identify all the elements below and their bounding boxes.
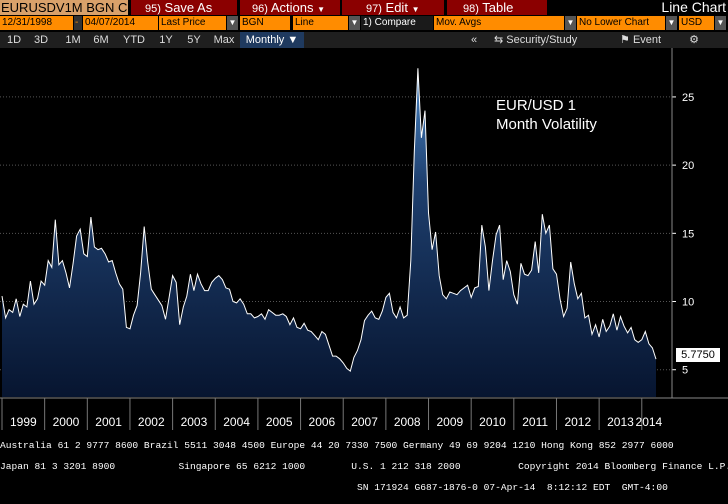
security-ticker-field[interactable]: EURUSDV1M BGN C [0, 0, 128, 15]
x-tick-label: 2014 [636, 415, 663, 429]
chevron-down-icon: ▼ [317, 5, 325, 14]
table-number: 98) [463, 3, 479, 15]
chart-type-title: Line Chart [661, 0, 726, 15]
table-button[interactable]: 98) Table [447, 0, 547, 15]
event-button[interactable]: ⚑ Event [620, 32, 680, 48]
save-as-number: 95) [145, 3, 161, 15]
compare-button[interactable]: 1) Compare [361, 16, 433, 30]
chevron-down-icon[interactable]: ▼ [666, 16, 677, 30]
range-max[interactable]: Max [213, 34, 235, 46]
flag-icon: ⚑ [620, 34, 630, 46]
currency-select[interactable]: USD [679, 16, 714, 30]
y-tick-label: 5 [682, 365, 688, 377]
x-tick-label: 2008 [394, 415, 421, 429]
save-as-button[interactable]: 95) Save As [131, 0, 237, 15]
end-date-field[interactable]: 04/07/2014 [83, 16, 158, 30]
x-tick-label: 2006 [309, 415, 336, 429]
x-tick-label: 2010 [479, 415, 506, 429]
x-tick-label: 2000 [53, 415, 80, 429]
x-tick-label: 1999 [10, 415, 37, 429]
chevron-down-icon[interactable]: ▼ [227, 16, 238, 30]
actions-number: 96) [252, 3, 268, 15]
source-field[interactable]: BGN [240, 16, 290, 30]
x-tick-label: 2002 [138, 415, 165, 429]
period-select[interactable]: Monthly ▼ [240, 32, 304, 48]
actions-button[interactable]: 96) Actions ▼ [240, 0, 340, 15]
chevron-down-icon[interactable]: ▼ [715, 16, 726, 30]
y-tick-label: 15 [682, 228, 694, 240]
moving-averages-select[interactable]: Mov. Avgs [434, 16, 564, 30]
x-tick-label: 2003 [181, 415, 208, 429]
x-tick-label: 2005 [266, 415, 293, 429]
chevron-down-icon: ▼ [411, 5, 420, 14]
actions-label: Actions [270, 0, 314, 15]
footer-line1: Australia 61 2 9777 8600 Brazil 5511 304… [0, 439, 674, 451]
range-6m[interactable]: 6M [93, 34, 109, 46]
edit-number: 97) [366, 3, 382, 15]
footer-line2: Japan 81 3 3201 8900 Singapore 65 6212 1… [0, 460, 728, 472]
chart-settings-icon: ⇆ [494, 34, 504, 46]
date-separator: - [74, 16, 82, 30]
volatility-chart[interactable]: 5 10 15 20 25 1999 2000 2001 2002 2003 2004 2005 20… [0, 48, 728, 430]
table-label: Table [482, 0, 514, 15]
chart-annotation-line1: EUR/USD 1 [496, 97, 576, 114]
x-tick-label: 2009 [436, 415, 463, 429]
x-tick-label: 2004 [223, 415, 250, 429]
chart-type-select[interactable]: Line [293, 16, 348, 30]
range-1m[interactable]: 1M [65, 34, 81, 46]
last-value-label: 5.7750 [676, 348, 720, 362]
range-ytd[interactable]: YTD [123, 34, 145, 46]
range-1d[interactable]: 1D [6, 34, 22, 46]
range-5y[interactable]: 5Y [187, 34, 201, 46]
y-tick-label: 10 [682, 297, 694, 309]
gear-icon[interactable]: ⚙ [689, 34, 699, 46]
security-study-label: Security/Study [506, 34, 578, 46]
x-tick-label: 2013 [607, 415, 634, 429]
edit-button[interactable]: 97) Edit ▼ [342, 0, 444, 15]
start-date-field[interactable]: 12/31/1998 [0, 16, 73, 30]
footer-line3: SN 171924 G687-1876-0 07-Apr-14 8:12:12 … [0, 481, 668, 493]
x-tick-label: 2012 [564, 415, 591, 429]
x-tick-label: 2011 [522, 415, 548, 429]
event-label: Event [632, 34, 662, 46]
volatility-area [2, 68, 656, 398]
y-axis: 5 10 15 20 25 [671, 48, 694, 398]
y-tick-label: 25 [682, 92, 694, 104]
range-bar [0, 32, 728, 48]
chevron-down-icon[interactable]: ▼ [565, 16, 576, 30]
price-field-select[interactable]: Last Price [159, 16, 226, 30]
edit-label: Edit [385, 0, 408, 15]
volatility-line [1, 68, 657, 372]
x-tick-label: 2001 [95, 415, 122, 429]
x-axis: 1999 2000 2001 2002 2003 2004 2005 2006 2007 2008… [0, 397, 728, 430]
save-as-label: Save As [164, 0, 213, 15]
chevron-down-icon[interactable]: ▼ [349, 16, 360, 30]
range-3d[interactable]: 3D [33, 34, 49, 46]
x-tick-label: 2007 [351, 415, 378, 429]
collapse-icon[interactable]: « [470, 34, 478, 46]
chart-annotation-line2: Month Volatility [496, 116, 597, 133]
y-tick-label: 20 [682, 160, 694, 172]
range-1y[interactable]: 1Y [159, 34, 173, 46]
footer: Australia 61 2 9777 8600 Brazil 5511 304… [0, 430, 728, 492]
lower-chart-select[interactable]: No Lower Chart [577, 16, 665, 30]
security-study-button[interactable]: ⇆ Security/Study [494, 32, 604, 48]
